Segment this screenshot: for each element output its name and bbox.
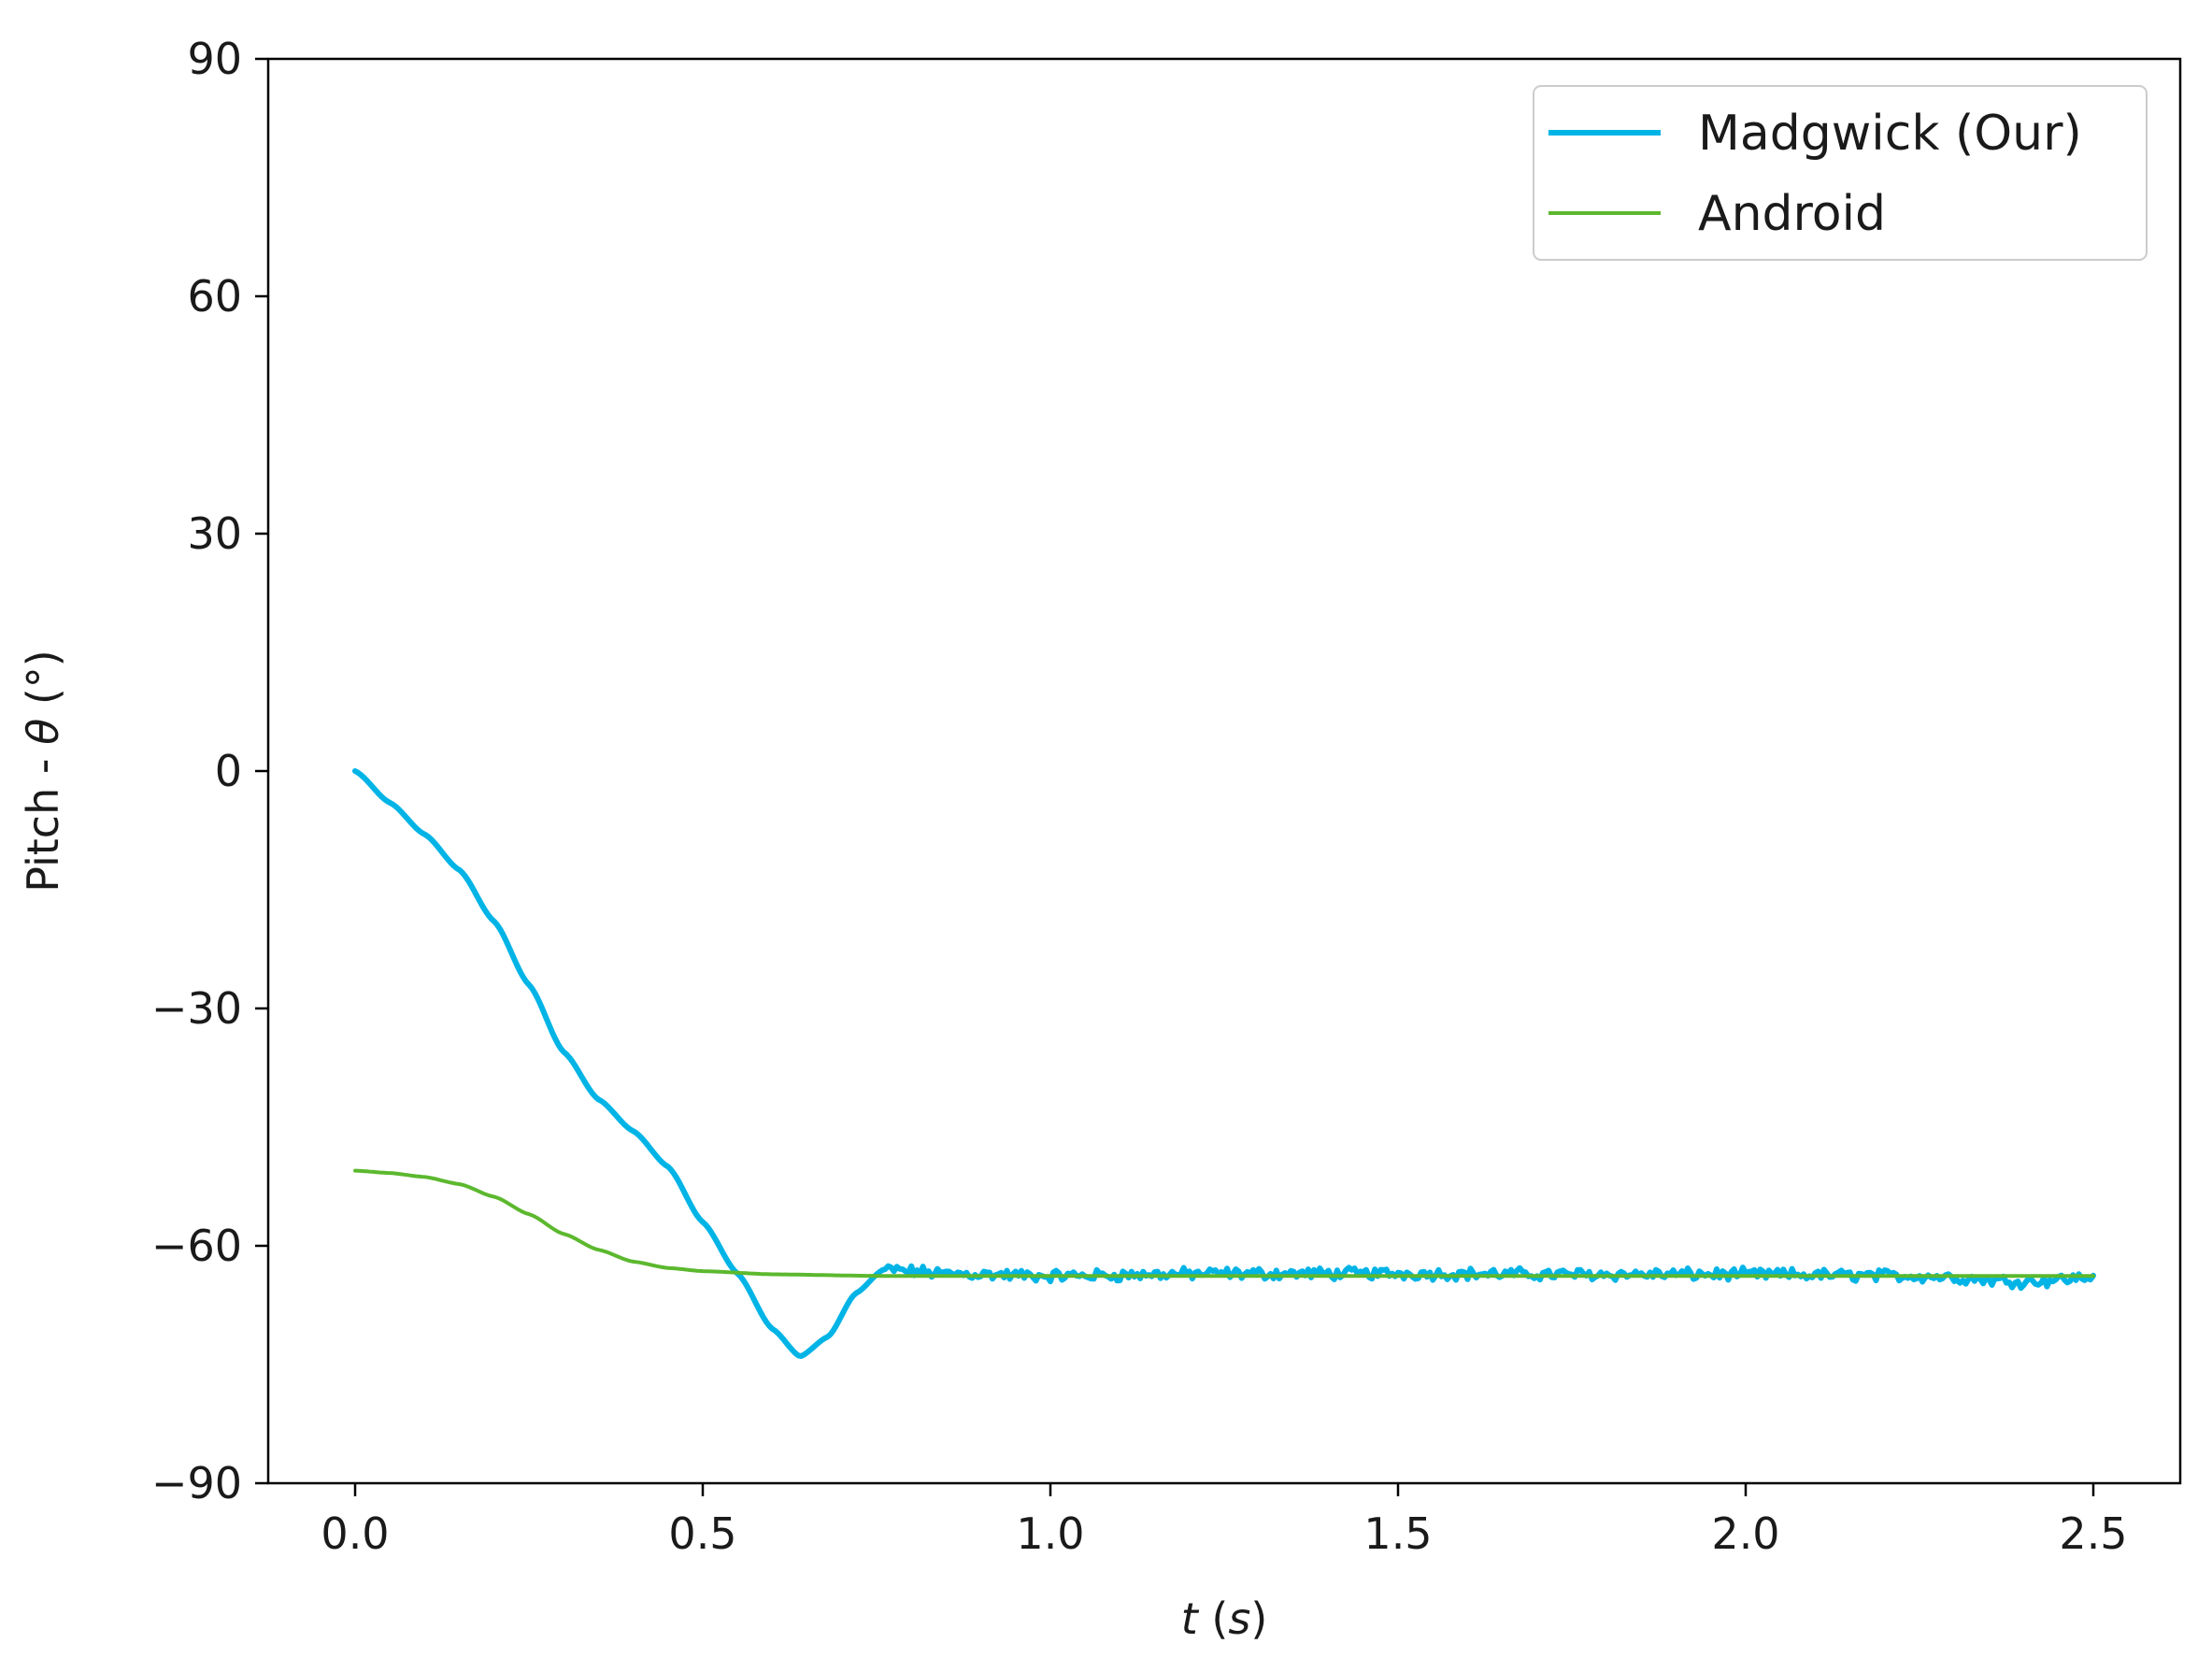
y-tick-label: −90 (151, 1458, 242, 1508)
x-axis-label: t (s) (1181, 1593, 1268, 1644)
legend: Madgwick (Our) Android (1533, 85, 2148, 261)
y-axis-label: Pitch - θ (°) (18, 650, 68, 893)
series-line-madgwick-our (352, 768, 2096, 1359)
plot-area (352, 768, 2096, 1359)
legend-label: Madgwick (Our) (1698, 106, 2082, 162)
y-axis: −90 −60 −30 0 30 60 90 (151, 34, 268, 1508)
series-line-android (353, 1168, 2095, 1279)
y-tick-label: 0 (215, 746, 242, 796)
y-tick-label: 60 (187, 271, 242, 322)
x-tick-label: 0.5 (668, 1508, 736, 1559)
y-tick-label: 30 (187, 508, 242, 559)
x-tick-label: 2.0 (1711, 1508, 1779, 1559)
x-tick-label: 1.0 (1016, 1508, 1084, 1559)
x-axis: 0.0 0.5 1.0 1.5 2.0 2.5 (321, 1483, 2128, 1559)
legend-box (1533, 85, 2148, 261)
x-tick-label: 0.0 (321, 1508, 389, 1559)
y-tick-label: 90 (187, 34, 242, 84)
x-tick-label: 1.5 (1363, 1508, 1432, 1559)
y-tick-label: −30 (151, 983, 242, 1034)
y-tick-label: −60 (151, 1221, 242, 1271)
x-tick-label: 2.5 (2059, 1508, 2127, 1559)
legend-label: Android (1698, 186, 1886, 242)
